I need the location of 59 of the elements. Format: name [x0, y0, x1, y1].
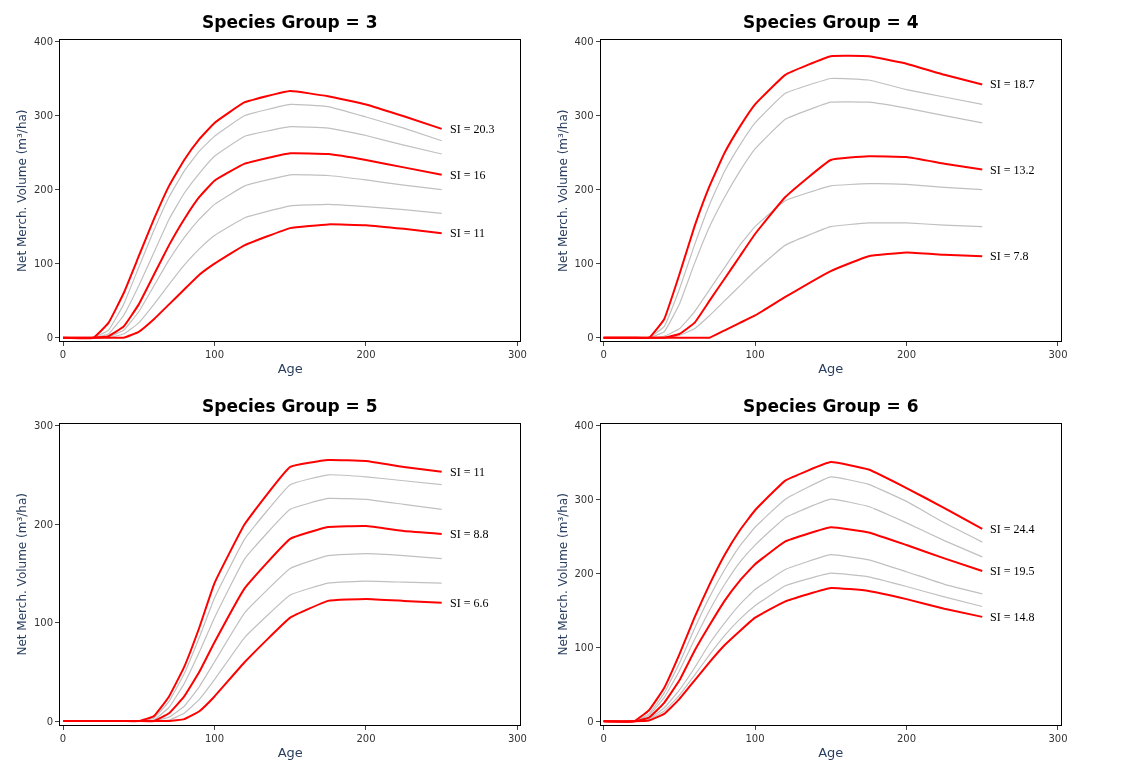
x-tick-label: 200 [896, 733, 917, 744]
series-label: SI = 19.5 [990, 564, 1035, 578]
y-axis-title: Net Merch. Volume (m³/ha) [555, 493, 570, 656]
y-tick-label: 300 [574, 493, 594, 505]
series-label: SI = 18.7 [990, 77, 1035, 91]
series-label: SI = 14.8 [990, 610, 1035, 624]
x-tick-label: 100 [204, 349, 225, 361]
x-tick-label: 0 [600, 349, 607, 361]
y-tick-label: 100 [33, 617, 53, 629]
x-tick-label: 0 [600, 733, 607, 744]
chart-title: Species Group = 4 [743, 12, 919, 32]
x-tick-label: 300 [507, 349, 527, 361]
y-tick-label: 100 [574, 641, 594, 653]
chart-title: Species Group = 5 [202, 396, 378, 416]
y-tick-label: 100 [574, 258, 594, 270]
x-tick-label: 100 [204, 733, 225, 744]
y-axis-title: Net Merch. Volume (m³/ha) [15, 493, 30, 656]
x-tick-label: 0 [59, 733, 67, 744]
series-label: SI = 8.8 [450, 527, 489, 541]
x-tick-label: 300 [507, 733, 527, 744]
x-axis-title: Age [818, 361, 844, 376]
y-tick-label: 0 [46, 715, 53, 727]
y-tick-label: 300 [574, 110, 594, 122]
y-axis-title: Net Merch. Volume (m³/ha) [15, 109, 30, 272]
y-tick-label: 200 [574, 567, 594, 579]
series-label: SI = 11 [450, 465, 485, 479]
y-tick-label: 300 [33, 420, 53, 432]
y-tick-label: 200 [33, 518, 53, 530]
chart-title: Species Group = 3 [202, 12, 378, 32]
y-tick-label: 100 [33, 258, 53, 270]
x-axis-title: Age [818, 744, 844, 760]
series-label: SI = 7.8 [990, 249, 1029, 263]
y-tick-label: 0 [46, 332, 53, 344]
x-axis-title: Age [277, 744, 303, 760]
y-tick-label: 0 [587, 332, 594, 344]
series-label: SI = 6.6 [450, 596, 489, 610]
y-tick-label: 400 [574, 35, 594, 47]
x-tick-label: 200 [896, 349, 917, 361]
x-axis-title: Age [277, 361, 303, 376]
y-axis-title: Net Merch. Volume (m³/ha) [555, 109, 570, 272]
y-tick-label: 200 [574, 184, 594, 196]
x-tick-label: 100 [745, 349, 765, 361]
y-tick-label: 400 [33, 35, 53, 47]
y-tick-label: 400 [574, 419, 594, 431]
x-tick-label: 200 [356, 349, 376, 361]
x-tick-label: 300 [1048, 349, 1068, 361]
x-tick-label: 300 [1048, 733, 1068, 744]
x-tick-label: 0 [59, 349, 67, 361]
series-label: SI = 24.4 [990, 522, 1035, 536]
series-label: SI = 20.3 [450, 122, 495, 136]
y-tick-label: 200 [33, 184, 53, 196]
y-tick-label: 0 [587, 715, 594, 727]
x-tick-label: 100 [745, 733, 765, 744]
chart-title: Species Group = 6 [743, 396, 919, 416]
series-label: SI = 13.2 [990, 163, 1035, 177]
series-label: SI = 16 [450, 168, 486, 182]
x-tick-label: 200 [356, 733, 376, 744]
y-tick-label: 300 [33, 110, 53, 122]
series-label: SI = 11 [450, 226, 485, 240]
